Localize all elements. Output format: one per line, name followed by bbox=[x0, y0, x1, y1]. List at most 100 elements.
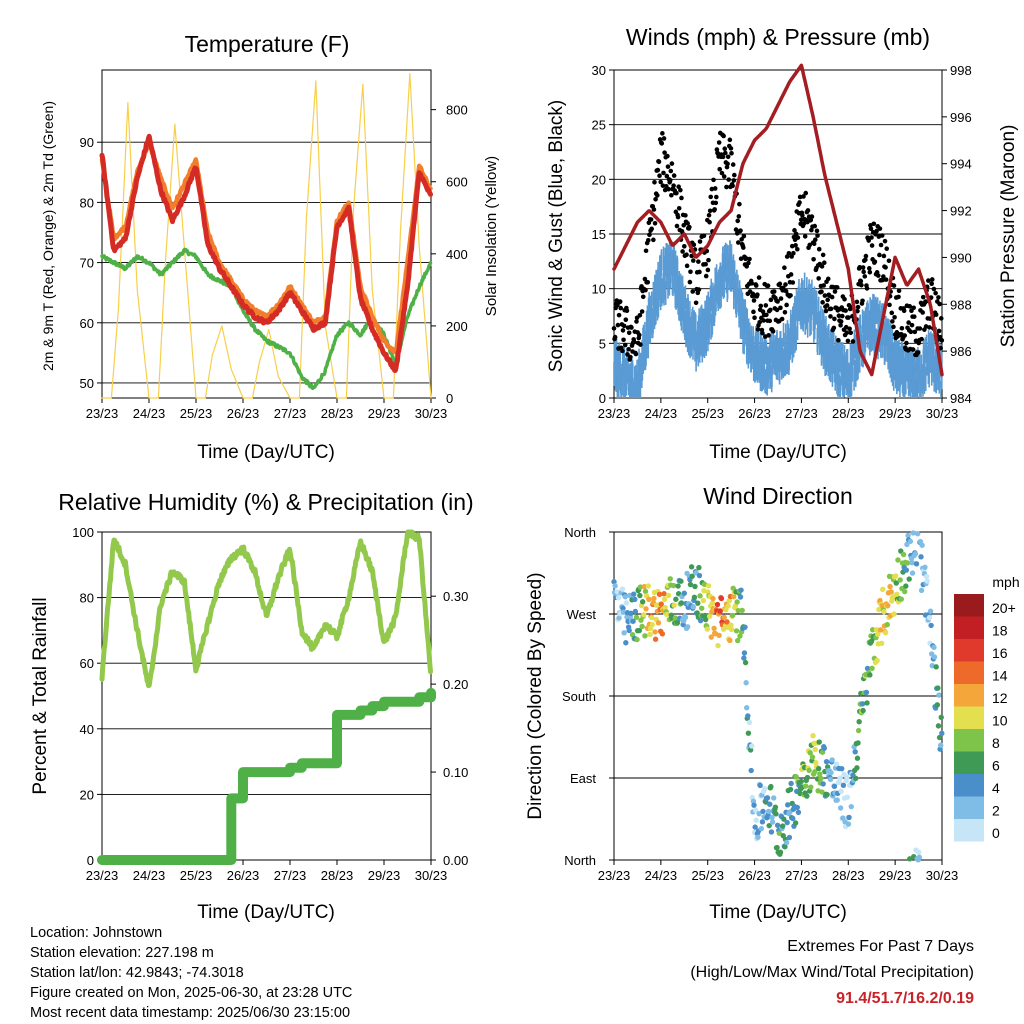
direction-point bbox=[809, 754, 816, 760]
gust-point bbox=[684, 252, 689, 258]
gust-point bbox=[803, 190, 809, 196]
gust-point bbox=[681, 244, 687, 249]
temperature-xtick-label: 23/23 bbox=[86, 406, 119, 421]
gust-point bbox=[854, 299, 860, 305]
direction-point bbox=[867, 672, 873, 678]
colorbar-swatch bbox=[954, 819, 984, 842]
direction-point bbox=[863, 689, 870, 696]
temp-2m-series bbox=[99, 133, 433, 373]
direction-point bbox=[840, 782, 847, 789]
colorbar-swatch bbox=[954, 684, 984, 707]
gust-point bbox=[638, 342, 643, 347]
direction-point bbox=[774, 844, 780, 851]
colorbar-swatch bbox=[954, 729, 984, 752]
direction-point bbox=[924, 578, 930, 584]
direction-point bbox=[792, 820, 799, 826]
gust-point bbox=[714, 194, 719, 200]
direction-point bbox=[768, 829, 775, 835]
direction-point bbox=[718, 595, 725, 602]
gust-point bbox=[749, 281, 755, 286]
direction-point bbox=[798, 778, 804, 785]
gust-point bbox=[920, 294, 926, 300]
direction-point bbox=[795, 809, 802, 816]
winds-ytick-right-label: 988 bbox=[950, 297, 972, 312]
gust-point bbox=[779, 316, 785, 322]
direction-point bbox=[626, 627, 632, 634]
humidity-ytick-label: 20 bbox=[80, 787, 94, 802]
gust-point bbox=[735, 240, 741, 245]
gust-point bbox=[864, 286, 870, 291]
gust-point bbox=[906, 320, 911, 325]
direction-point bbox=[711, 625, 717, 632]
gust-point bbox=[912, 329, 918, 335]
temperature-ytick-right-label: 0 bbox=[446, 391, 453, 406]
winds-ytick-label: 20 bbox=[592, 172, 606, 187]
gust-point bbox=[679, 229, 685, 234]
gust-point bbox=[859, 282, 864, 288]
direction-point bbox=[643, 606, 649, 612]
gust-point bbox=[730, 183, 735, 189]
humidity-ytick-right-label: 0.00 bbox=[443, 853, 468, 868]
direction-point bbox=[813, 760, 819, 766]
colorbar-label: 0 bbox=[992, 825, 1000, 841]
direction-point bbox=[737, 633, 743, 639]
direction-point bbox=[933, 664, 939, 670]
direction-point bbox=[671, 602, 677, 608]
direction-point bbox=[891, 611, 897, 617]
direction-point bbox=[846, 814, 852, 821]
direction-point bbox=[630, 591, 637, 597]
gust-point bbox=[741, 233, 747, 239]
colorbar-label: 8 bbox=[992, 735, 1000, 751]
gust-point bbox=[757, 319, 762, 325]
direction-point bbox=[764, 795, 771, 801]
direction-point bbox=[864, 700, 870, 706]
temperature-xtick-label: 25/23 bbox=[180, 406, 213, 421]
gust-point bbox=[763, 303, 769, 308]
direction-point bbox=[661, 596, 668, 602]
direction-point bbox=[885, 602, 891, 609]
direction-point bbox=[935, 723, 942, 729]
gust-point bbox=[915, 350, 921, 355]
direction-point bbox=[682, 614, 689, 621]
gust-point bbox=[902, 333, 908, 338]
gust-point bbox=[877, 252, 882, 258]
gust-point bbox=[755, 327, 761, 332]
direction-point bbox=[875, 631, 881, 637]
direction-point bbox=[810, 733, 816, 739]
direction-point bbox=[642, 633, 648, 639]
humidity-ylabel-left: Percent & Total Rainfall bbox=[30, 597, 51, 794]
direction-point bbox=[670, 582, 677, 589]
gust-point bbox=[775, 299, 780, 304]
gust-point bbox=[687, 224, 692, 230]
direction-point bbox=[741, 655, 747, 661]
gust-point bbox=[862, 274, 868, 279]
direction-point bbox=[737, 594, 744, 600]
gust-point bbox=[652, 179, 657, 185]
direction-point bbox=[893, 573, 899, 579]
info-created: Figure created on Mon, 2025-06-30, at 23… bbox=[30, 985, 353, 1001]
direction-point bbox=[773, 811, 779, 817]
gust-point bbox=[783, 282, 788, 287]
gust-point bbox=[726, 177, 732, 182]
direction-point bbox=[837, 805, 844, 811]
direction-point bbox=[781, 816, 787, 822]
gust-point bbox=[645, 238, 651, 243]
direction-point bbox=[710, 595, 716, 602]
gust-point bbox=[867, 269, 873, 275]
gust-point bbox=[655, 167, 661, 173]
gust-point bbox=[618, 305, 624, 311]
direction-point bbox=[630, 618, 636, 624]
direction-xtick-label: 25/23 bbox=[691, 868, 724, 883]
direction-point bbox=[893, 580, 899, 586]
direction-point bbox=[696, 564, 702, 571]
gust-point bbox=[767, 318, 773, 324]
direction-point bbox=[647, 631, 653, 638]
gust-point bbox=[674, 190, 679, 196]
direction-point bbox=[659, 631, 666, 637]
gust-point bbox=[891, 283, 897, 288]
gust-point bbox=[623, 317, 629, 322]
temperature-frame bbox=[101, 69, 432, 399]
temperature-ytick-right-label: 200 bbox=[446, 319, 468, 334]
gust-point bbox=[831, 325, 837, 331]
direction-point bbox=[827, 776, 834, 783]
